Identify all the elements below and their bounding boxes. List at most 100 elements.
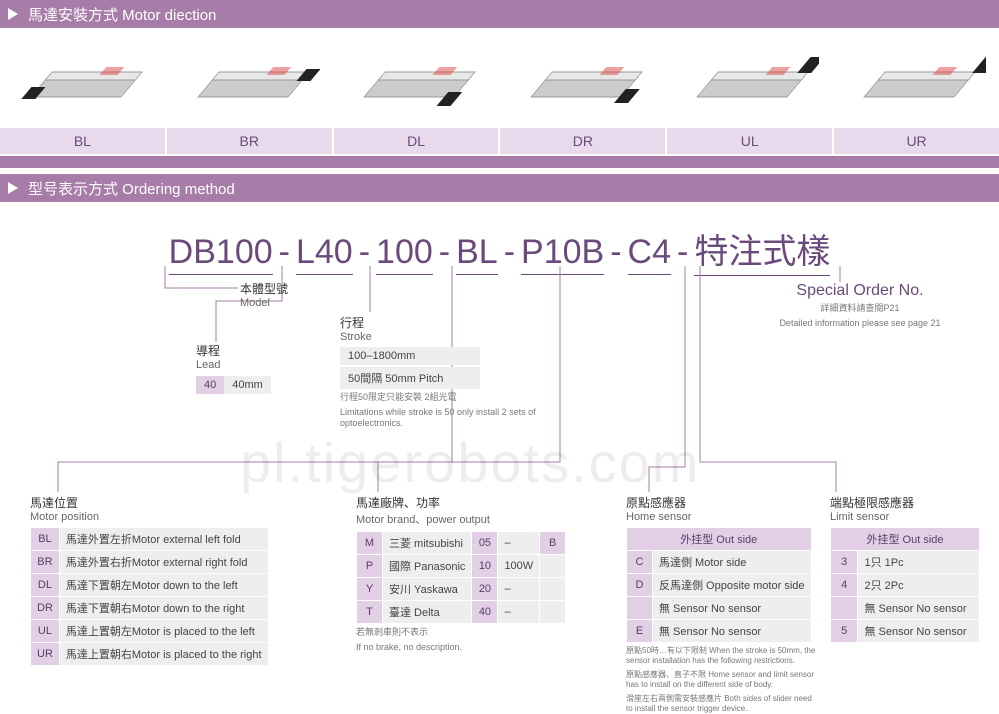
cell: 3 (831, 551, 858, 574)
special-note-en: Detailed information please see page 21 (760, 318, 960, 330)
cell (540, 578, 566, 601)
cell: 馬達外置左折Motor external left fold (59, 528, 268, 551)
label-en: Stroke (340, 331, 540, 343)
cell: P (357, 555, 383, 578)
limit-sensor-table: 外挂型 Out side 31只 1Pc 42只 2Pc 無 Sensor No… (830, 527, 980, 643)
label-en: Model (240, 297, 288, 309)
stroke-block: 行程 Stroke 100–1800mm 50間隔 50mm Pitch 行程5… (340, 314, 540, 430)
dash: - (359, 233, 370, 272)
stroke-note-cn: 行程50限定只能安裝 2組光電 (340, 392, 540, 404)
special-note-cn: 詳細資料請查閱P21 (760, 303, 960, 315)
motor-images-row (0, 28, 999, 128)
motor-position-block: 馬達位置 Motor position BL馬達外置左折Motor extern… (30, 494, 269, 666)
cell (831, 597, 858, 620)
lead-code: 40 (196, 376, 224, 394)
special-block: Special Order No. 詳細資料請查閱P21 Detailed in… (760, 282, 960, 329)
section-title: 型号表示方式 Ordering method (28, 178, 235, 199)
cell: 10 (472, 555, 498, 578)
cell (540, 555, 566, 578)
cell: 無 Sensor No sensor (858, 620, 980, 643)
cell: 反馬達側 Opposite motor side (653, 574, 812, 597)
cell: BR (31, 551, 60, 574)
cell: 無 Sensor No sensor (653, 597, 812, 620)
cell: 馬達上置朝左Motor is placed to the left (59, 620, 268, 643)
motor-label: UR (834, 128, 999, 154)
cell: 臺達 Delta (383, 601, 472, 624)
cell: DL (31, 574, 60, 597)
home-note: 原點50時…有以下限制 When the stroke is 50mm, the… (626, 646, 816, 667)
cell: 馬達上置朝右Motor is placed to the right (59, 643, 268, 666)
motor-image-DL (333, 36, 500, 128)
cell: E (627, 620, 653, 643)
home-sensor-block: 原點感應器 Home sensor 外挂型 Out side C馬達側 Moto… (626, 494, 816, 714)
cell: 無 Sensor No sensor (653, 620, 812, 643)
label-en: Motor position (30, 511, 269, 523)
code-lead: L40 (296, 233, 353, 275)
motor-label: DL (334, 128, 501, 154)
cell: 5 (831, 620, 858, 643)
motor-label: DR (500, 128, 667, 154)
motor-image-BR (167, 36, 334, 128)
home-note: 滑座左右兩側需安裝感應片 Both sides of slider need t… (626, 694, 816, 714)
cell: 20 (472, 578, 498, 601)
cell: 馬達下置朝右Motor down to the right (59, 597, 268, 620)
label-en: Lead (196, 359, 271, 371)
code-special: 特注式樣 (694, 224, 830, 276)
label-cn: 行程 (340, 314, 540, 331)
code-brand: P10B (521, 233, 604, 275)
special-title: Special Order No. (760, 282, 960, 300)
cell: T (357, 601, 383, 624)
cell: B (540, 532, 566, 555)
motor-position-table: BL馬達外置左折Motor external left fold BR馬達外置右… (30, 527, 269, 666)
cell: M (357, 532, 383, 555)
cell: Y (357, 578, 383, 601)
cell: UR (31, 643, 60, 666)
dash: - (504, 233, 515, 272)
label-cn: 本體型號 (240, 280, 288, 297)
cell: 外挂型 Out side (627, 528, 812, 551)
code-position: BL (456, 233, 498, 275)
cell (540, 601, 566, 624)
motor-image-BL (0, 36, 167, 128)
label-cn: 原點感應器 (626, 494, 816, 511)
dash: - (439, 233, 450, 272)
ordering-code: DB100 - L40 - 100 - BL - P10B - C4 - 特注式… (0, 224, 999, 276)
motor-label: BR (167, 128, 334, 154)
label-cn: 導程 (196, 342, 271, 359)
divider-stripe (0, 156, 999, 168)
stroke-note-en: Limitations while stroke is 50 only inst… (340, 407, 540, 430)
section-header-ordering: 型号表示方式 Ordering method (0, 174, 999, 202)
cell (627, 597, 653, 620)
label-en: Motor brand、power output (356, 511, 566, 527)
dash: - (610, 233, 621, 272)
cell: 馬達下置朝左Motor down to the left (59, 574, 268, 597)
cell: 國際 Panasonic (383, 555, 472, 578)
cell: DR (31, 597, 60, 620)
stroke-pitch: 50間隔 50mm Pitch (340, 367, 480, 389)
motor-labels-row: BL BR DL DR UL UR (0, 128, 999, 154)
lead-block: 導程 Lead 4040mm (196, 342, 271, 395)
section-header-motor-direction: 馬達安裝方式 Motor diection (0, 0, 999, 28)
cell: 100W (498, 555, 540, 578)
dash: - (677, 233, 688, 272)
label-en: Limit sensor (830, 511, 980, 523)
motor-label: BL (0, 128, 167, 154)
cell: BL (31, 528, 60, 551)
cell: 05 (472, 532, 498, 555)
label-en: Home sensor (626, 511, 816, 523)
cell: 40 (472, 601, 498, 624)
brand-note-en: If no brake, no description. (356, 642, 566, 654)
cell: – (498, 601, 540, 624)
brand-note-cn: 若無剎車則不表示 (356, 627, 566, 639)
dash: - (279, 233, 290, 272)
cell: – (498, 532, 540, 555)
cell: 無 Sensor No sensor (858, 597, 980, 620)
home-note: 原點感應器、直子不限 Home sensor and limit sensor … (626, 670, 816, 691)
motor-image-UR (833, 36, 999, 128)
ordering-diagram: DB100 - L40 - 100 - BL - P10B - C4 - 特注式… (0, 202, 999, 697)
motor-image-DR (500, 36, 667, 128)
label-cn: 端點極限感應器 (830, 494, 980, 511)
code-stroke: 100 (376, 233, 433, 275)
code-model: DB100 (169, 233, 273, 275)
limit-sensor-block: 端點極限感應器 Limit sensor 外挂型 Out side 31只 1P… (830, 494, 980, 643)
